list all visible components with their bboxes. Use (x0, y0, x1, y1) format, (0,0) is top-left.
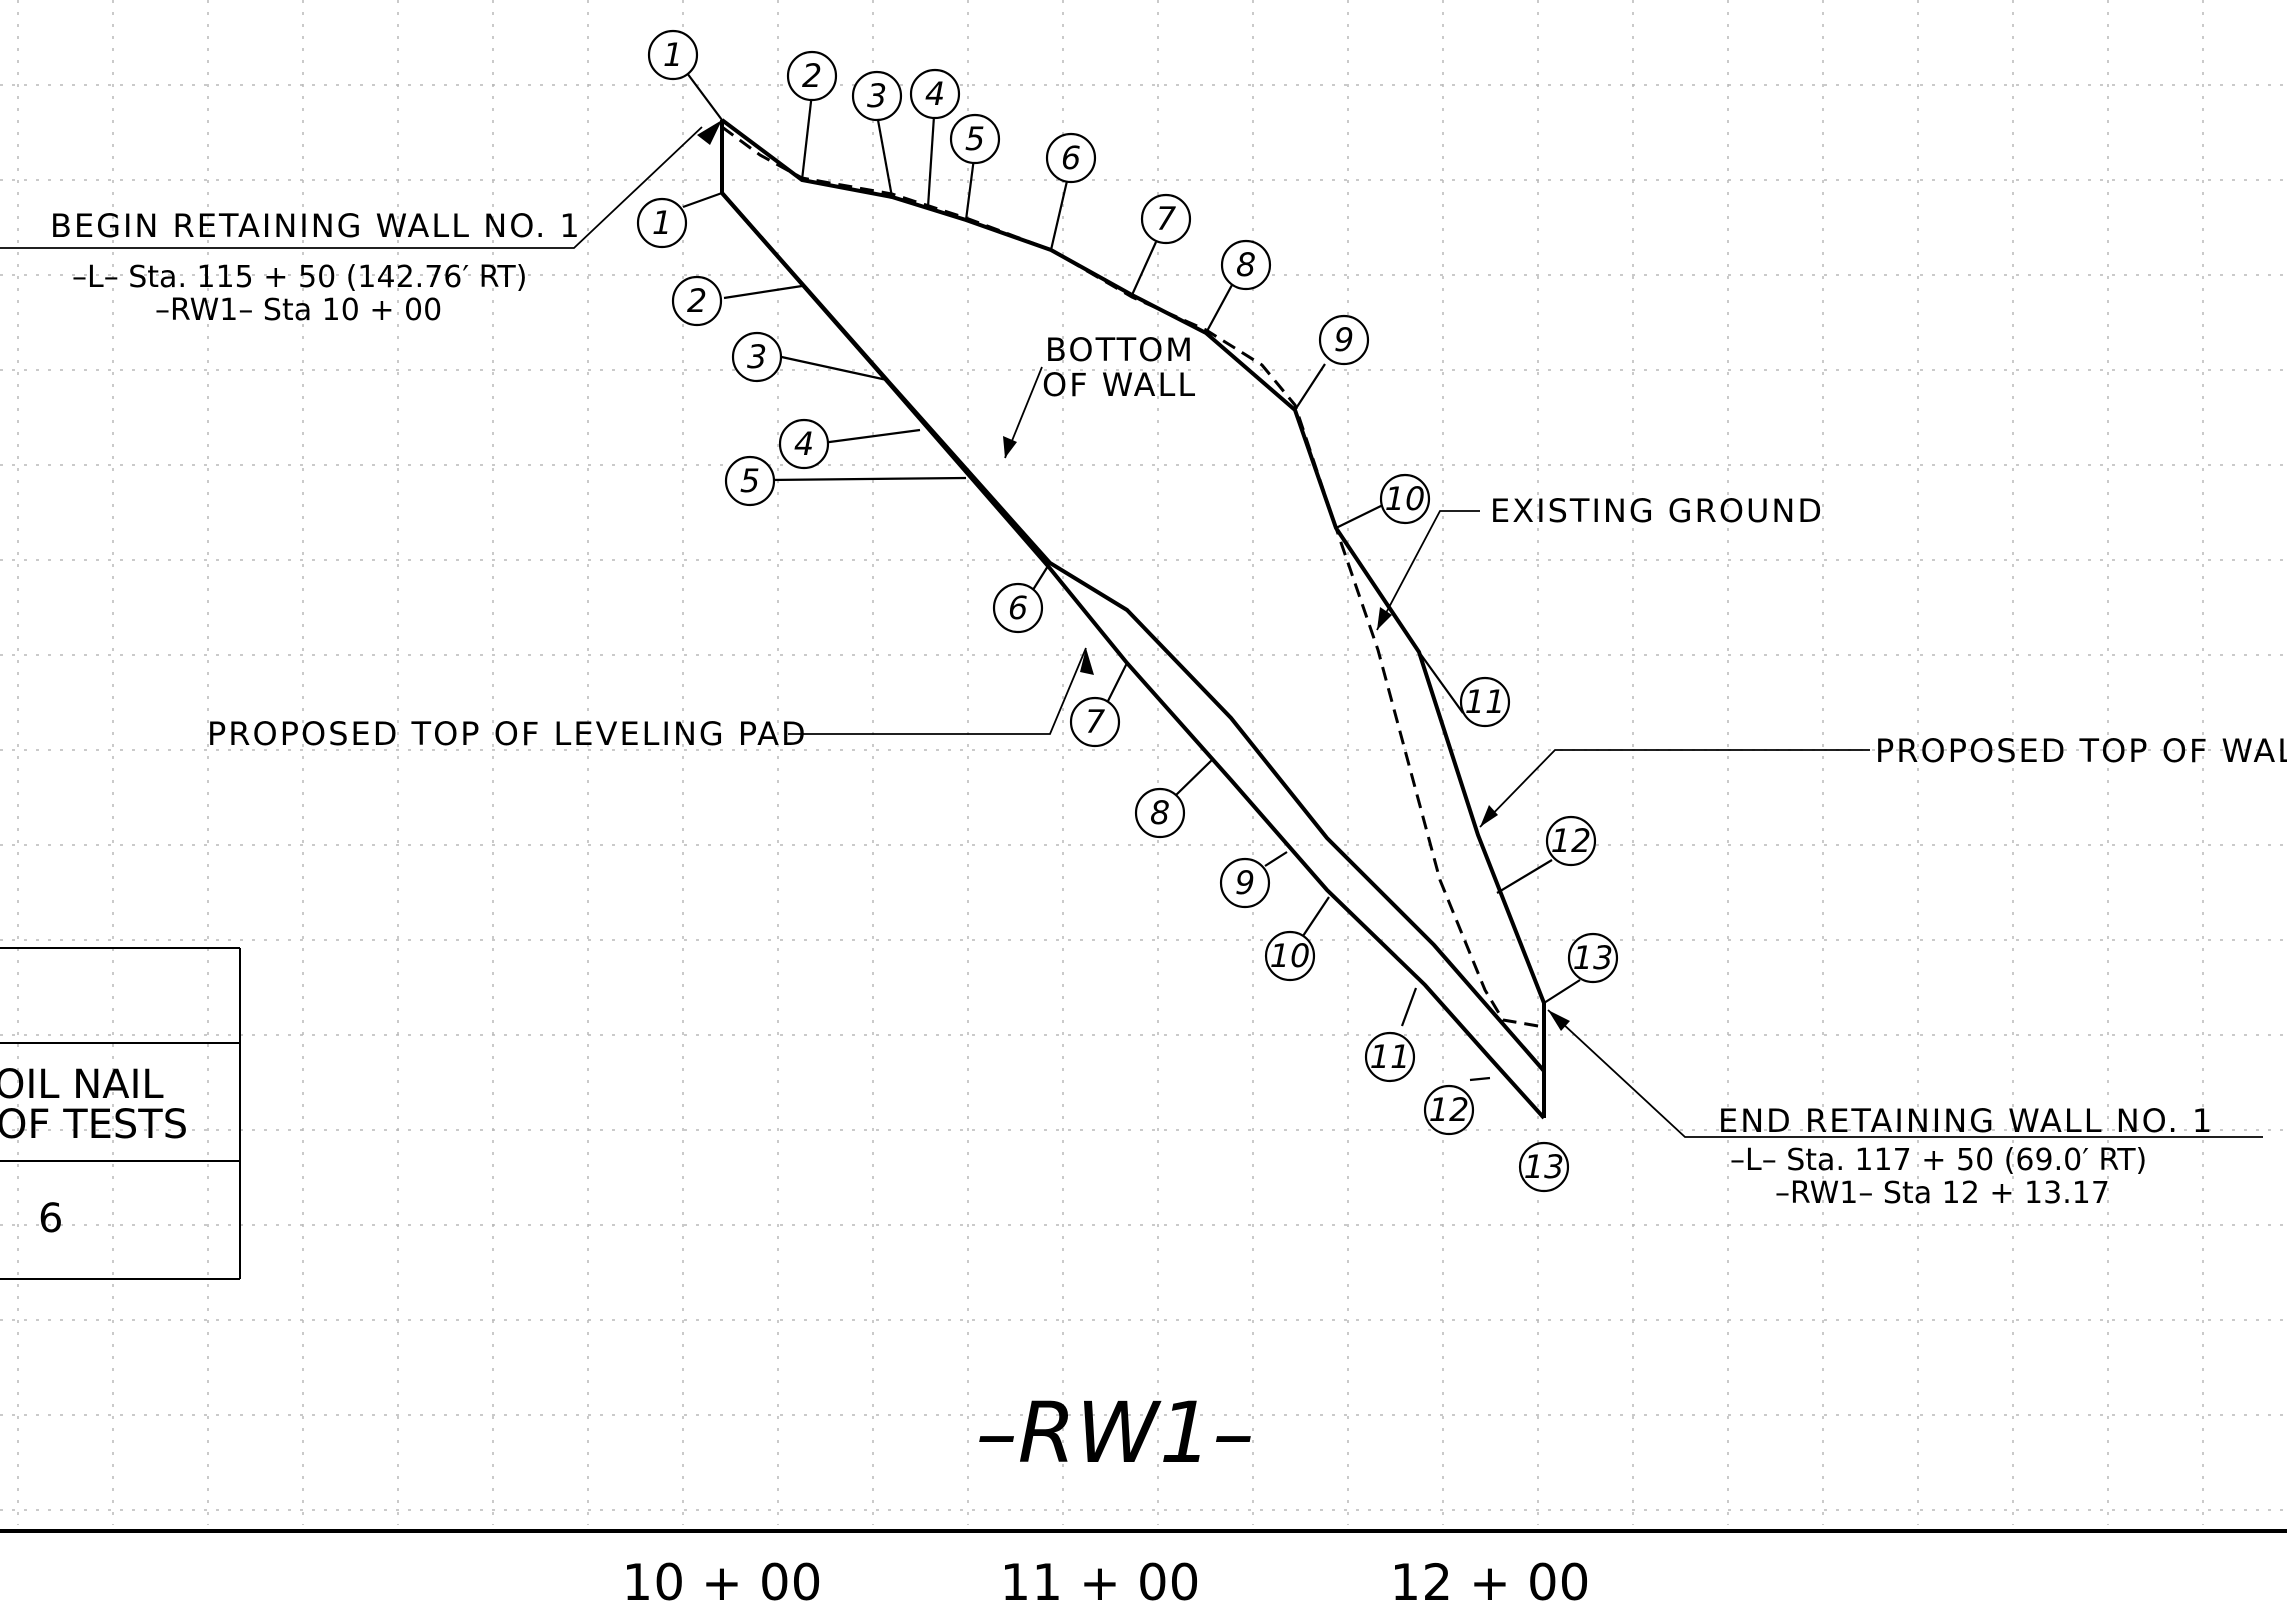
bottom-callout-circle-2 (671, 275, 723, 327)
bottom-callout-circle-1 (636, 197, 688, 249)
existing-ground-label: EXISTING GROUND (1490, 492, 1824, 530)
top-callout-circle-7 (1140, 193, 1192, 245)
top-callout-number-3: 3 (867, 77, 887, 115)
top-callout-number-9: 9 (1334, 321, 1354, 359)
bottom-callout-circle-13 (1518, 1141, 1570, 1193)
table-header-line1: OIL NAIL (0, 1062, 164, 1108)
bottom-callout-circle-5 (724, 455, 776, 507)
top-callout-circle-4 (909, 68, 961, 120)
bottom-of-wall-label-1: BOTTOM (1045, 331, 1195, 369)
bottom-callout-number-5: 5 (740, 462, 760, 500)
ruler-station-12: 12 + 00 (1390, 1554, 1591, 1605)
top-callout-circle-8 (1220, 239, 1272, 291)
bottom-callout-number-7: 7 (1085, 703, 1106, 741)
table-value: 6 (38, 1196, 63, 1242)
bottom-callout-circle-3 (731, 331, 783, 383)
top-callout-circle-13 (1567, 932, 1619, 984)
top-callout-number-10: 10 (1385, 480, 1426, 518)
bottom-callout-number-1: 1 (652, 204, 672, 242)
top-callout-circle-5 (949, 113, 1001, 165)
top-callout-number-6: 6 (1061, 139, 1081, 177)
begin-wall-label: BEGIN RETAINING WALL NO. 1 (50, 207, 582, 245)
bottom-callout-circle-7 (1069, 696, 1121, 748)
top-callout-leaders (686, 72, 1581, 1004)
top-callout-circle-2 (786, 50, 838, 102)
top-callout-circle-9 (1318, 314, 1370, 366)
top-callout-circle-12 (1545, 815, 1597, 867)
bottom-callout-number-4: 4 (794, 425, 814, 463)
soil-nail-tests-table: OIL NAIL OF TESTS 6 (0, 947, 241, 1280)
top-callout-number-8: 8 (1236, 246, 1256, 284)
top-callout-circle-6 (1045, 132, 1097, 184)
bottom-callout-number-10: 10 (1270, 937, 1311, 975)
ruler-station-10: 10 + 00 (622, 1554, 823, 1605)
ruler-station-11: 11 + 00 (1000, 1554, 1201, 1605)
bottom-callout-number-3: 3 (747, 338, 767, 376)
bottom-callout-circle-11 (1364, 1031, 1416, 1083)
top-callout-circle-10 (1379, 473, 1431, 525)
end-station-rw: –RW1– Sta 12 + 13.17 (1775, 1176, 2110, 1211)
bottom-callout-circle-10 (1264, 930, 1316, 982)
bottom-callout-circle-8 (1134, 787, 1186, 839)
bottom-callout-circle-4 (778, 418, 830, 470)
top-callout-number-5: 5 (965, 120, 985, 158)
bottom-callout-circle-9 (1219, 857, 1271, 909)
top-callout-number-13: 13 (1573, 939, 1614, 977)
end-wall-label: END RETAINING WALL NO. 1 (1718, 1102, 2214, 1140)
top-callout-number-7: 7 (1156, 200, 1177, 238)
bottom-callout-circle-12 (1423, 1084, 1475, 1136)
proposed-top-of-leveling-pad-label: PROPOSED TOP OF LEVELING PAD (207, 715, 808, 753)
bottom-callout-number-6: 6 (1008, 589, 1028, 627)
bottom-callout-number-8: 8 (1150, 794, 1170, 832)
bottom-of-wall-label-2: OF WALL (1042, 366, 1197, 404)
top-callout-number-1: 1 (663, 36, 683, 74)
bottom-callout-circle-6 (992, 582, 1044, 634)
drawing-title: –RW1– (976, 1384, 1255, 1482)
top-callout-circle-1 (647, 29, 699, 81)
annotation-arrowheads (697, 120, 1570, 1031)
begin-station-rw: –RW1– Sta 10 + 00 (155, 293, 442, 328)
bottom-callout-number-12: 12 (1429, 1091, 1470, 1129)
bottom-of-wall-line (720, 120, 1546, 1073)
top-callout-number-11: 11 (1465, 683, 1506, 721)
top-callout-circle-11 (1459, 676, 1511, 728)
bottom-callout-number-11: 11 (1370, 1038, 1411, 1076)
bottom-callout-number-2: 2 (687, 282, 707, 320)
wall-outline (720, 118, 1546, 1120)
bottom-callout-number-13: 13 (1524, 1148, 1565, 1186)
annotation-leaders (0, 126, 2263, 1138)
top-callout-circle-3 (851, 70, 903, 122)
proposed-top-of-leveling-pad-line (720, 191, 1546, 1120)
end-station-l: –L– Sta. 117 + 50 (69.0′ RT) (1730, 1143, 2147, 1178)
table-header-line2: OF TESTS (0, 1102, 188, 1148)
top-callout-number-4: 4 (925, 75, 945, 113)
bottom-callout-leaders (682, 191, 1491, 1082)
top-callout-number-2: 2 (802, 57, 822, 95)
bottom-callout-number-9: 9 (1235, 864, 1255, 902)
top-callout-number-12: 12 (1551, 822, 1592, 860)
proposed-top-of-wall-label: PROPOSED TOP OF WALL (1875, 732, 2287, 770)
begin-station-l: –L– Sta. 115 + 50 (142.76′ RT) (72, 260, 527, 295)
existing-ground-line (721, 125, 1545, 1029)
